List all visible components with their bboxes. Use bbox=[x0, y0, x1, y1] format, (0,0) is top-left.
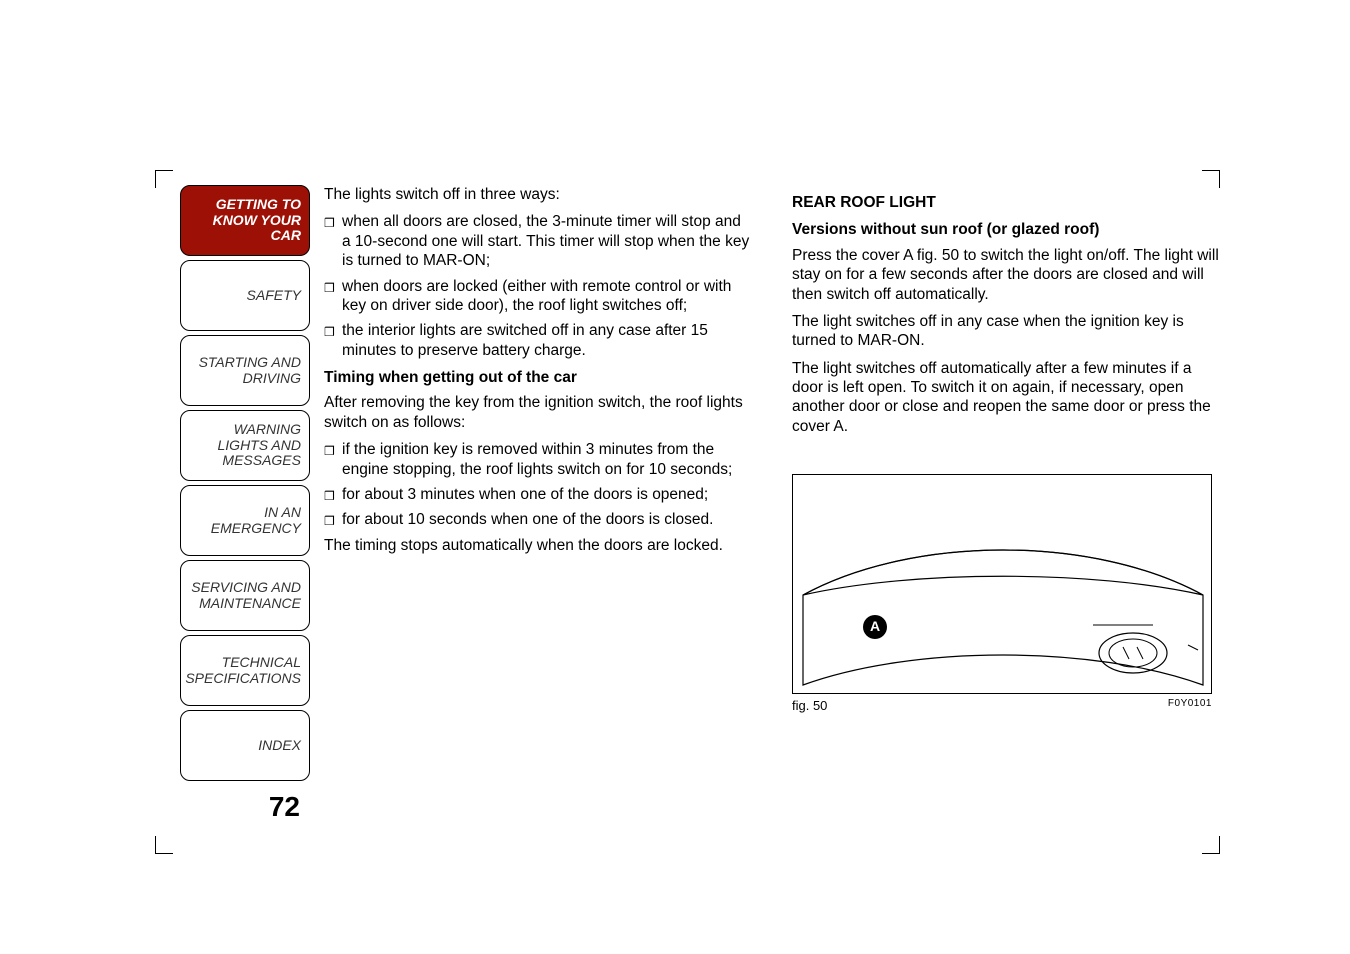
tab-label: GETTING TO KNOW YOUR CAR bbox=[185, 197, 301, 243]
subheading: Timing when getting out of the car bbox=[324, 368, 752, 387]
bullet-item: if the ignition key is removed within 3 … bbox=[324, 440, 752, 479]
tab-label: STARTING AND DRIVING bbox=[185, 355, 301, 386]
tab-label: WARNING LIGHTS AND MESSAGES bbox=[185, 422, 301, 468]
right-column: REAR ROOF LIGHT Versions without sun roo… bbox=[792, 185, 1220, 825]
bullet-item: for about 10 seconds when one of the doo… bbox=[324, 510, 752, 529]
figure: A fig. 50 F0Y0101 bbox=[792, 474, 1212, 714]
figure-caption-row: fig. 50 F0Y0101 bbox=[792, 698, 1212, 714]
page-number: 72 bbox=[180, 785, 310, 825]
subheading: Versions without sun roof (or glazed roo… bbox=[792, 220, 1220, 239]
callout-a: A bbox=[863, 615, 887, 639]
content: The lights switch off in three ways: whe… bbox=[310, 185, 1220, 825]
tab-index[interactable]: INDEX bbox=[180, 710, 310, 781]
paragraph: The timing stops automatically when the … bbox=[324, 536, 752, 555]
roof-light-illustration bbox=[793, 475, 1212, 694]
tab-emergency[interactable]: IN AN EMERGENCY bbox=[180, 485, 310, 556]
bullet-icon bbox=[324, 321, 342, 360]
bullet-item: the interior lights are switched off in … bbox=[324, 321, 752, 360]
tab-label: SAFETY bbox=[247, 288, 301, 303]
page: GETTING TO KNOW YOUR CAR SAFETY STARTING… bbox=[180, 185, 1220, 825]
paragraph: The light switches off in any case when … bbox=[792, 312, 1220, 351]
section-heading: REAR ROOF LIGHT bbox=[792, 193, 1220, 212]
tab-label: SERVICING AND MAINTENANCE bbox=[185, 580, 301, 611]
bullet-text: the interior lights are switched off in … bbox=[342, 321, 752, 360]
bullet-item: when all doors are closed, the 3-minute … bbox=[324, 212, 752, 270]
tab-getting-to-know[interactable]: GETTING TO KNOW YOUR CAR bbox=[180, 185, 310, 256]
bullet-text: when doors are locked (either with remot… bbox=[342, 277, 752, 316]
bullet-icon bbox=[324, 212, 342, 270]
tab-starting-driving[interactable]: STARTING AND DRIVING bbox=[180, 335, 310, 406]
sidebar: GETTING TO KNOW YOUR CAR SAFETY STARTING… bbox=[180, 185, 310, 825]
tab-warning-lights[interactable]: WARNING LIGHTS AND MESSAGES bbox=[180, 410, 310, 481]
left-column: The lights switch off in three ways: whe… bbox=[324, 185, 752, 825]
figure-code: F0Y0101 bbox=[1168, 698, 1212, 714]
bullet-text: for about 10 seconds when one of the doo… bbox=[342, 510, 752, 529]
tab-label: INDEX bbox=[258, 738, 301, 753]
tab-servicing[interactable]: SERVICING AND MAINTENANCE bbox=[180, 560, 310, 631]
bullet-text: for about 3 minutes when one of the door… bbox=[342, 485, 752, 504]
paragraph: After removing the key from the ignition… bbox=[324, 393, 752, 432]
bullet-item: for about 3 minutes when one of the door… bbox=[324, 485, 752, 504]
bullet-text: when all doors are closed, the 3-minute … bbox=[342, 212, 752, 270]
figure-frame: A bbox=[792, 474, 1212, 694]
tab-safety[interactable]: SAFETY bbox=[180, 260, 310, 331]
bullet-icon bbox=[324, 485, 342, 504]
bullet-text: if the ignition key is removed within 3 … bbox=[342, 440, 752, 479]
bullet-item: when doors are locked (either with remot… bbox=[324, 277, 752, 316]
paragraph: Press the cover A fig. 50 to switch the … bbox=[792, 246, 1220, 304]
tab-label: TECHNICAL SPECIFICATIONS bbox=[185, 655, 301, 686]
tab-tech-spec[interactable]: TECHNICAL SPECIFICATIONS bbox=[180, 635, 310, 706]
paragraph: The light switches off automatically aft… bbox=[792, 359, 1220, 437]
bullet-icon bbox=[324, 510, 342, 529]
bullet-icon bbox=[324, 277, 342, 316]
intro-text: The lights switch off in three ways: bbox=[324, 185, 752, 204]
figure-caption: fig. 50 bbox=[792, 698, 827, 714]
bullet-icon bbox=[324, 440, 342, 479]
tab-label: IN AN EMERGENCY bbox=[185, 505, 301, 536]
